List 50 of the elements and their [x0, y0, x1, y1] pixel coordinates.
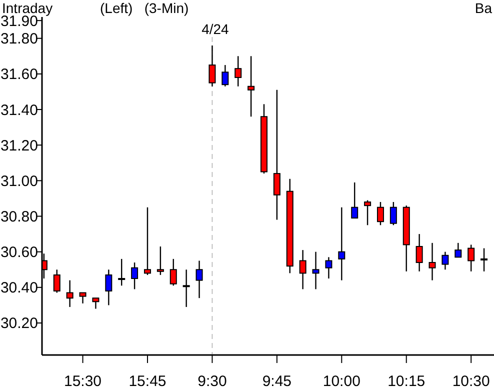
candlestick: [170, 258, 177, 286]
x-tick-label: 10:15: [388, 373, 426, 390]
candlestick: [454, 242, 462, 258]
y-tick-label: 30.80: [0, 208, 38, 226]
y-tick-label: 31.20: [0, 137, 38, 154]
candlestick: [390, 201, 397, 226]
candlestick: [248, 56, 255, 118]
candlestick: [428, 242, 436, 281]
candlestick: [156, 246, 164, 276]
candlestick: [144, 206, 151, 276]
candlestick: [196, 260, 203, 299]
candlestick: [118, 258, 126, 286]
candlestick: [351, 182, 358, 219]
y-tick-label: 30.40: [0, 280, 38, 297]
candlestick: [66, 280, 74, 308]
candlestick: [53, 269, 60, 294]
y-tick-label: 31.00: [0, 172, 38, 190]
y-tick-label: 30.60: [0, 244, 38, 262]
candlestick: [376, 201, 384, 226]
candlestick: [338, 206, 346, 281]
candlestick: [299, 249, 306, 290]
y-tick-label: 31.80: [0, 30, 38, 48]
candlestick: [208, 44, 216, 87]
candlestick: [234, 56, 242, 87]
candlestick: [364, 200, 372, 226]
candlestick: [312, 251, 320, 290]
chart-subtitle: (Left) (3-Min): [100, 0, 189, 16]
x-tick-label: 15:30: [64, 373, 102, 390]
candlestick: [79, 292, 86, 304]
candlestick: [131, 262, 138, 290]
x-tick-label: 10:30: [452, 373, 490, 390]
x-tick-label: 9:45: [262, 373, 292, 390]
candlestick: [92, 297, 100, 310]
x-tick-label: 15:45: [128, 373, 166, 390]
x-tick-label: 10:00: [322, 373, 360, 390]
y-tick-label: 30.20: [0, 315, 38, 332]
candlestick: [105, 269, 112, 306]
candlestick: [325, 256, 332, 280]
candlestick: [222, 64, 229, 87]
candlestick: [273, 89, 280, 220]
candlestick: [182, 269, 190, 308]
text: Ba: [474, 0, 492, 16]
x-tick-label: 9:30: [198, 373, 227, 390]
candlestick: [480, 248, 488, 272]
y-tick-label: 31.60: [0, 66, 38, 84]
ref-line-label: 4/24: [202, 21, 230, 37]
candlestick: [468, 244, 475, 272]
y-tick-label: 31.40: [0, 102, 38, 119]
candlestick: [416, 233, 423, 272]
candlestick: [442, 251, 449, 270]
